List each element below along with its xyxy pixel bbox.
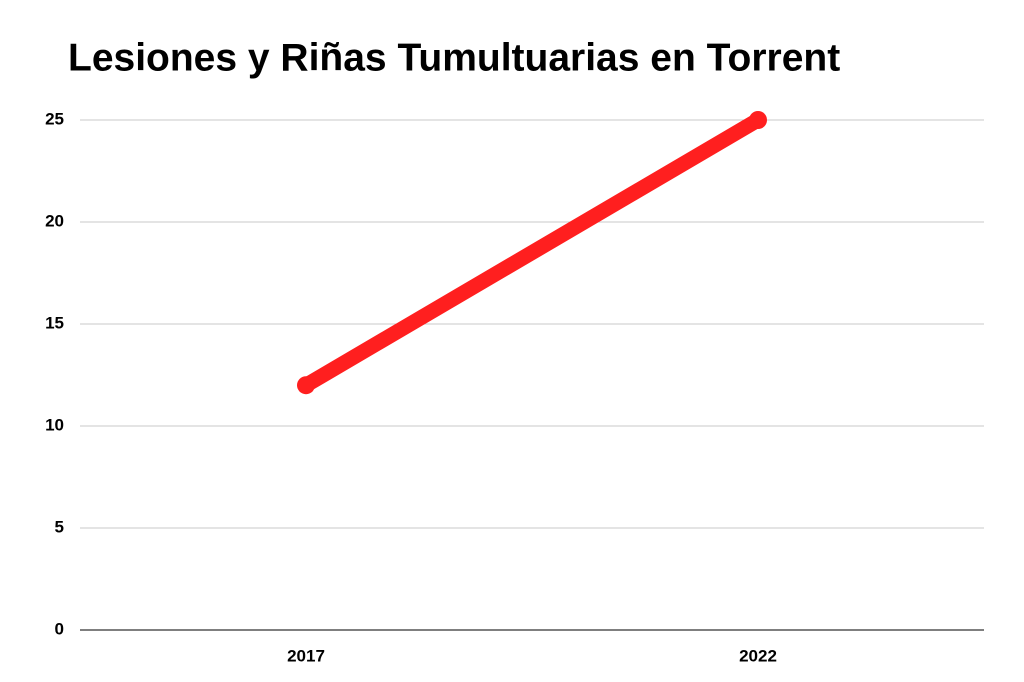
point	[749, 111, 767, 129]
y-tick-label: 20	[45, 211, 64, 230]
point	[297, 376, 315, 395]
y-tick-label: 25	[45, 109, 64, 128]
line	[298, 112, 766, 393]
y-tick-label: 10	[45, 415, 64, 434]
y-tick-label: 0	[55, 619, 64, 638]
x-tick-label: 2022	[739, 646, 777, 665]
chart-title: Lesiones y Riñas Tumultuarias en Torrent	[68, 36, 840, 79]
y-tick-label: 5	[55, 517, 64, 536]
x-tick-label: 2017	[287, 646, 325, 665]
y-tick-label: 15	[45, 313, 64, 332]
